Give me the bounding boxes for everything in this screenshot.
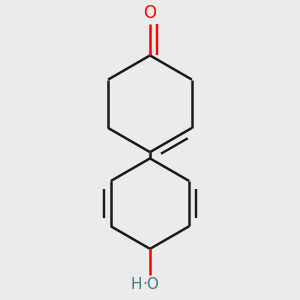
Text: ·O: ·O [142,277,159,292]
Text: H: H [131,277,142,292]
Text: O: O [143,4,157,22]
